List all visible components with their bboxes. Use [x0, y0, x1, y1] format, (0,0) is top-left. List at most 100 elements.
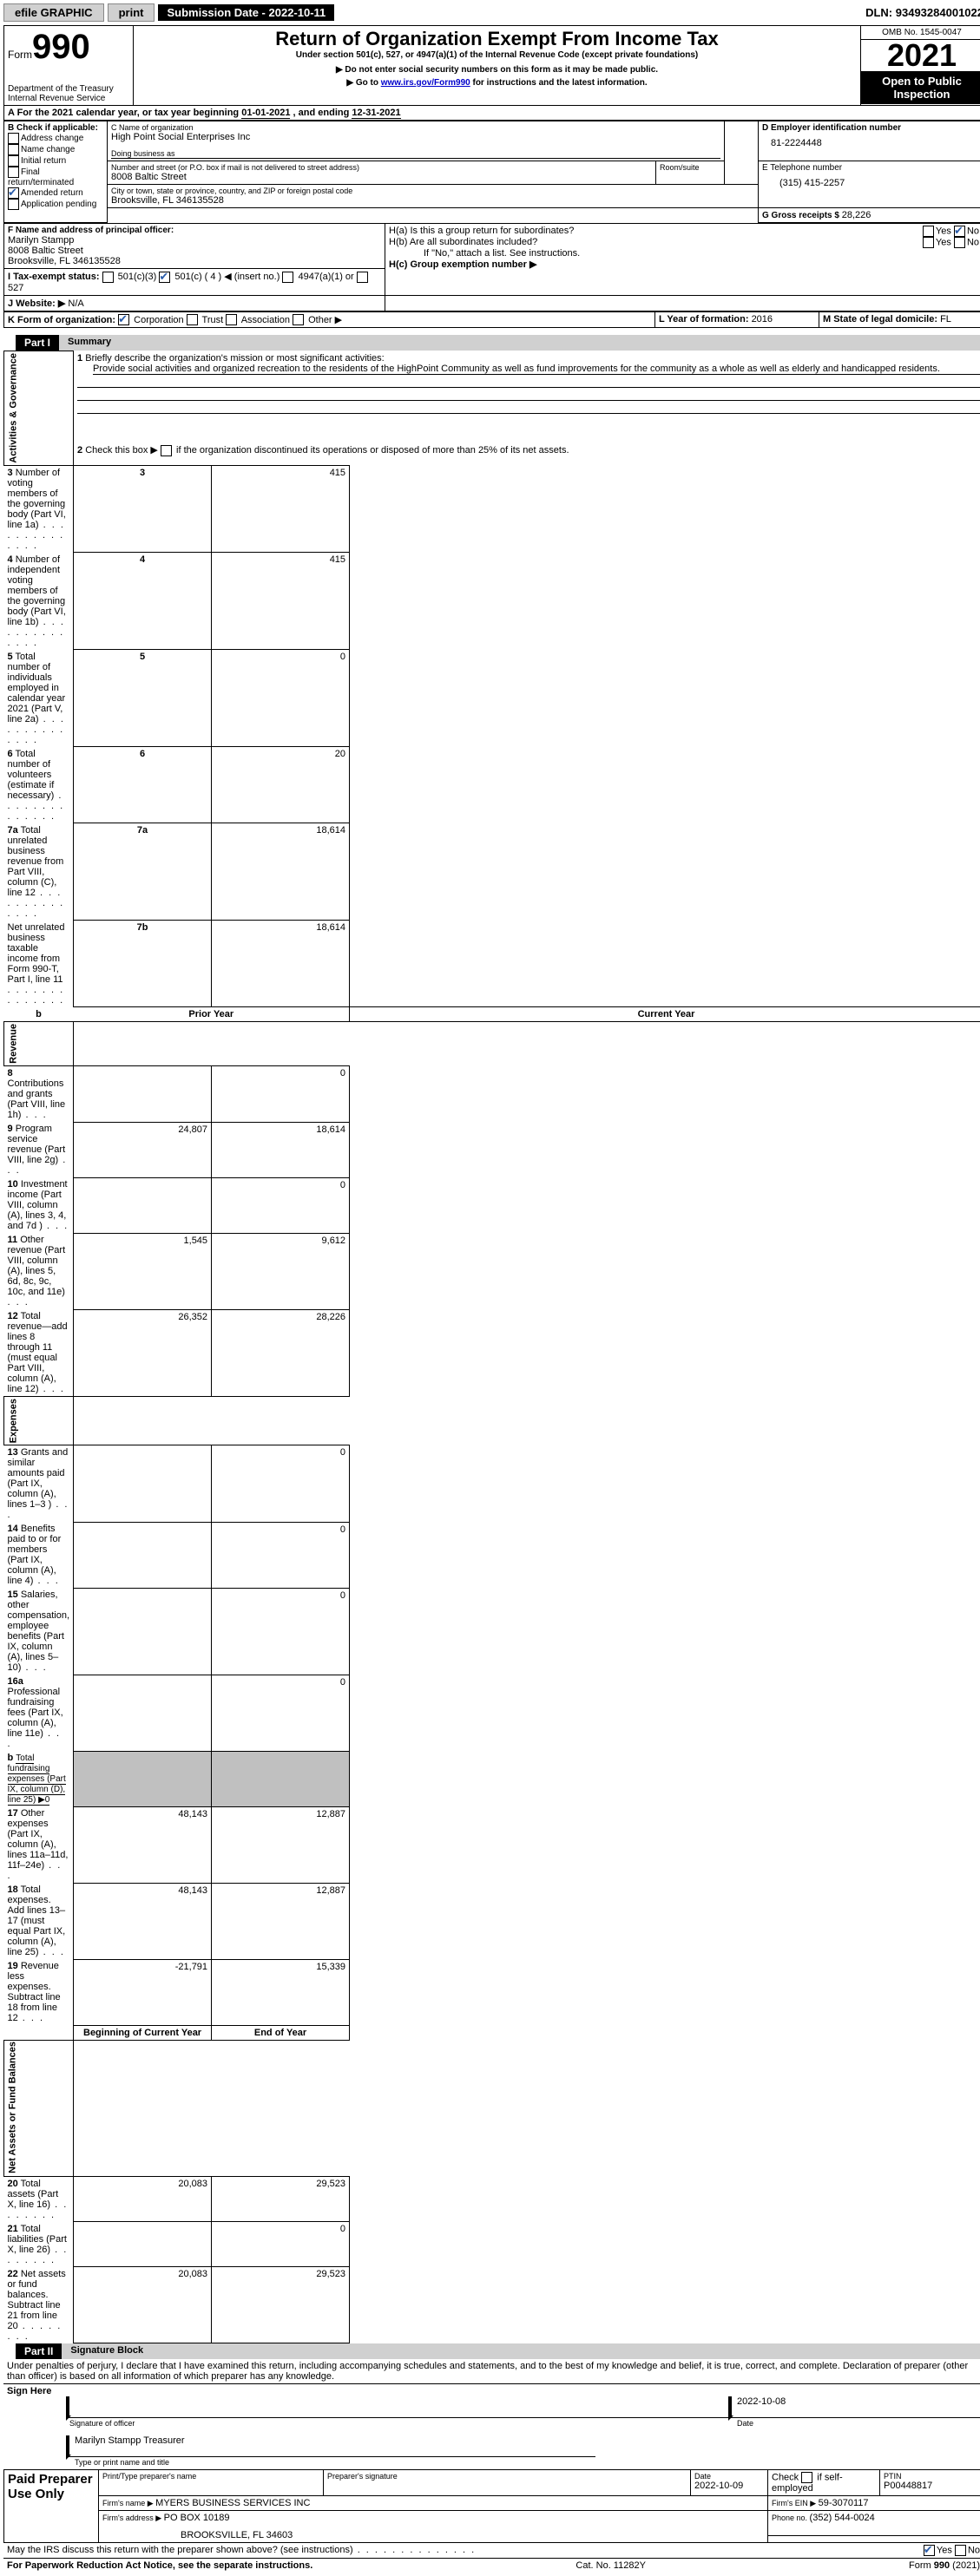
- boxb-checkbox[interactable]: [8, 144, 19, 155]
- firm-ein: 59-3070117: [819, 2498, 869, 2508]
- orgform-checkbox[interactable]: [226, 314, 237, 325]
- part1-header: Part I Summary: [3, 335, 980, 351]
- current-value: 0: [212, 1675, 350, 1751]
- city-state-zip: Brooksville, FL 346135528: [111, 195, 754, 206]
- prior-value: [74, 1588, 212, 1675]
- mission-text: Provide social activities and organized …: [93, 364, 979, 375]
- line-text: Other revenue (Part VIII, column (A), li…: [8, 1235, 66, 1308]
- entity-block: B Check if applicable: Address changeNam…: [3, 121, 980, 223]
- current-value: 18,614: [212, 1122, 350, 1177]
- line-text: Number of voting members of the governin…: [8, 468, 66, 551]
- line-text: Total expenses. Add lines 13–17 (must eq…: [8, 1884, 66, 1957]
- self-employed-checkbox[interactable]: [801, 2472, 812, 2483]
- sign-here-label: Sign Here: [3, 2384, 62, 2469]
- addr-label: Number and street (or P.O. box if mail i…: [111, 163, 652, 172]
- firm-phone: (352) 544-0024: [810, 2513, 875, 2523]
- boxe-label: E Telephone number: [762, 163, 979, 173]
- footer: For Paperwork Reduction Act Notice, see …: [3, 2559, 980, 2573]
- line-text: Net assets or fund balances. Subtract li…: [8, 2269, 66, 2342]
- prior-value: 20,083: [74, 2267, 212, 2343]
- website: N/A: [65, 298, 83, 309]
- taxstatus-checkbox[interactable]: [159, 272, 170, 283]
- paid-preparer-label: Paid Preparer Use Only: [4, 2470, 99, 2543]
- sig-date: 2022-10-08: [737, 2396, 786, 2407]
- goto-line: ▶ Go to www.irs.gov/Form990 for instruct…: [137, 78, 857, 88]
- line-value: 415: [212, 465, 350, 553]
- boxl-label: L Year of formation:: [659, 314, 752, 324]
- efile-button[interactable]: efile GRAPHIC: [3, 3, 104, 22]
- klm-block: K Form of organization: Corporation Trus…: [3, 311, 980, 329]
- firm-name: MYERS BUSINESS SERVICES INC: [155, 2498, 310, 2508]
- line-value: 415: [212, 553, 350, 650]
- ha-yes-checkbox[interactable]: [923, 226, 934, 237]
- taxstatus-checkbox[interactable]: [282, 272, 293, 283]
- return-title: Return of Organization Exempt From Incom…: [137, 28, 857, 50]
- current-value: 0: [212, 2222, 350, 2267]
- hb-no-checkbox[interactable]: [954, 237, 965, 248]
- boxb-checkbox[interactable]: [8, 199, 19, 210]
- l2-checkbox[interactable]: [161, 445, 172, 456]
- ptin: P00448817: [884, 2481, 979, 2491]
- line-text: Total fundraising expenses (Part IX, col…: [8, 1753, 66, 1806]
- period-line: A For the 2021 calendar year, or tax yea…: [3, 106, 980, 121]
- boxb-checkbox[interactable]: [8, 167, 19, 178]
- taxstatus-checkbox[interactable]: [102, 272, 114, 283]
- line-value: 18,614: [212, 823, 350, 921]
- eoy-header: End of Year: [212, 2025, 350, 2040]
- open-inspection: Open to Public Inspection: [861, 71, 980, 104]
- hb-yes-checkbox[interactable]: [923, 237, 934, 248]
- line-text: Net unrelated business taxable income fr…: [8, 922, 65, 1006]
- current-value: 0: [212, 1445, 350, 1523]
- line-value: 18,614: [212, 921, 350, 1007]
- officer-block: F Name and address of principal officer:…: [3, 223, 980, 311]
- current-value: 0: [212, 1588, 350, 1675]
- current-value: 0: [212, 1522, 350, 1588]
- line-text: Total revenue—add lines 8 through 11 (mu…: [8, 1311, 68, 1394]
- firm-addr1: PO BOX 10189: [164, 2513, 230, 2523]
- revenue-section: Revenue: [4, 1022, 74, 1066]
- boxk-label: K Form of organization:: [8, 315, 115, 325]
- boxc-name-label: C Name of organization: [111, 123, 720, 132]
- may-irs-discuss: May the IRS discuss this return with the…: [3, 2543, 980, 2559]
- boxb-checkbox[interactable]: [8, 133, 19, 144]
- return-subtitle: Under section 501(c), 527, or 4947(a)(1)…: [137, 50, 857, 60]
- current-value: 0: [212, 1177, 350, 1233]
- l1-label: Briefly describe the organization's miss…: [85, 353, 384, 364]
- gross-receipts: 28,226: [842, 210, 871, 220]
- l2-text: Check this box ▶ if the organization dis…: [85, 445, 569, 456]
- dba-label: Doing business as: [111, 149, 720, 159]
- hc-label: H(c) Group exemption number ▶: [389, 259, 979, 270]
- prep-date: 2022-10-09: [694, 2481, 764, 2491]
- taxstatus-checkbox[interactable]: [357, 272, 368, 283]
- boy-header: Beginning of Current Year: [74, 2025, 212, 2040]
- form990-link[interactable]: www.irs.gov/Form990: [381, 78, 470, 88]
- phone: (315) 415-2257: [779, 178, 979, 188]
- boxg-label: G Gross receipts $: [762, 211, 842, 220]
- discuss-no-checkbox[interactable]: [955, 2545, 966, 2556]
- orgform-checkbox[interactable]: [118, 314, 129, 325]
- orgform-checkbox[interactable]: [187, 314, 198, 325]
- orgform-checkbox[interactable]: [293, 314, 304, 325]
- boxb-checkbox[interactable]: [8, 155, 19, 167]
- prior-value: 24,807: [74, 1122, 212, 1177]
- boxi-label: I Tax-exempt status:: [8, 272, 100, 282]
- ein: 81-2224448: [771, 138, 979, 148]
- current-value: 15,339: [212, 1959, 350, 2025]
- officer-addr: 8008 Baltic Street: [8, 246, 381, 256]
- self-employed: Check if self-employed: [768, 2470, 880, 2496]
- prior-value: [74, 1675, 212, 1751]
- current-value: 12,887: [212, 1806, 350, 1883]
- discuss-yes-checkbox[interactable]: [924, 2545, 935, 2556]
- line-text: Number of independent voting members of …: [8, 554, 66, 648]
- preparer-block: Paid Preparer Use Only Print/Type prepar…: [3, 2469, 980, 2543]
- ha-no-checkbox[interactable]: [954, 226, 965, 237]
- city-label: City or town, state or province, country…: [111, 187, 754, 195]
- declaration: Under penalties of perjury, I declare th…: [3, 2359, 980, 2384]
- prior-year-header: Prior Year: [74, 1007, 350, 1022]
- ha-label: H(a) Is this a group return for subordin…: [389, 226, 884, 237]
- print-button[interactable]: print: [108, 3, 155, 22]
- org-name: High Point Social Enterprises Inc: [111, 132, 720, 142]
- form-label: Form: [8, 49, 32, 61]
- boxb-checkbox[interactable]: [8, 187, 19, 199]
- year-formation: 2016: [752, 314, 773, 324]
